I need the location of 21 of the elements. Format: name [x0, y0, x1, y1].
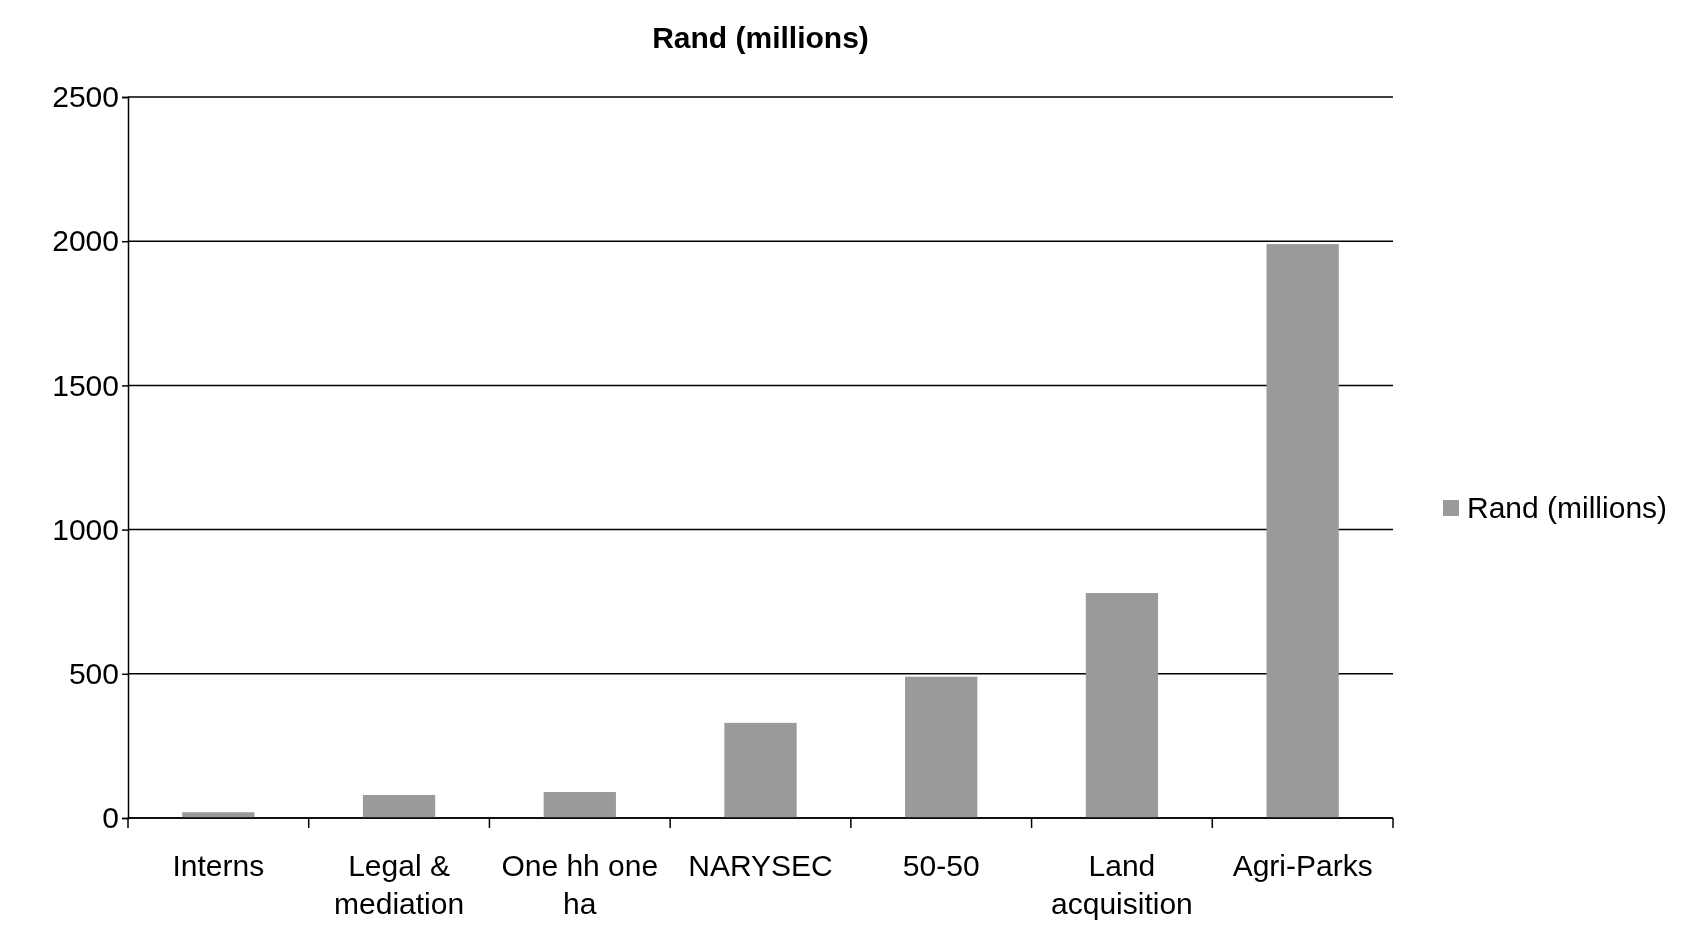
- y-tick-label: 1500: [52, 368, 119, 402]
- y-tick-label: 0: [102, 801, 119, 835]
- x-tick-label: NARYSEC: [688, 849, 833, 882]
- x-tick-label: 50-50: [902, 849, 980, 882]
- x-tick-label: One hh one ha: [501, 849, 659, 920]
- bar: [1085, 593, 1159, 818]
- y-tick-label: 2000: [52, 224, 119, 258]
- bar: [905, 676, 978, 818]
- y-tick-label: 1000: [52, 512, 119, 546]
- bar: [1266, 244, 1339, 818]
- y-tick-label: 500: [68, 656, 119, 690]
- bar: [362, 794, 436, 818]
- chart-title: Rand (millions): [652, 21, 869, 54]
- y-tick-label: 2500: [52, 80, 119, 114]
- x-tick-label: Land acquisition: [1051, 849, 1193, 920]
- legend-label: Rand (millions): [1467, 491, 1668, 524]
- bar: [543, 792, 616, 818]
- x-tick-label: Agri-Parks: [1232, 849, 1373, 882]
- x-tick-label: Interns: [172, 849, 265, 882]
- bar: [724, 722, 797, 818]
- x-tick-label: Legal & mediation: [334, 849, 465, 920]
